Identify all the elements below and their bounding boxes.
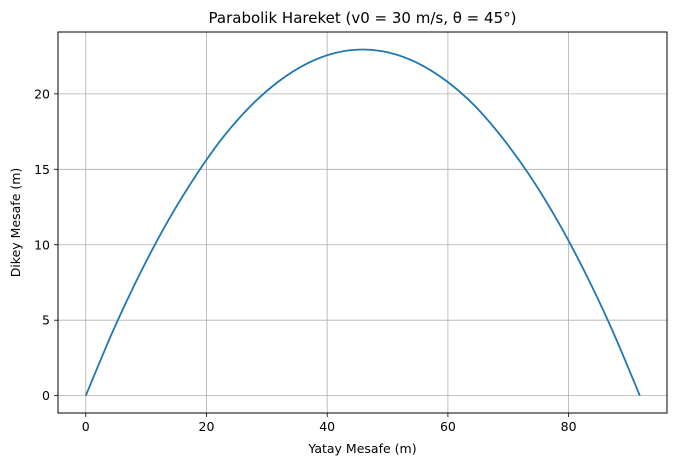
chart-title: Parabolik Hareket (v0 = 30 m/s, θ = 45°) xyxy=(209,9,517,27)
x-tick-label: 40 xyxy=(319,419,335,434)
y-tick-label: 10 xyxy=(34,237,50,252)
trajectory-line xyxy=(84,48,641,396)
series-layer xyxy=(84,48,641,396)
x-tick-label: 20 xyxy=(199,419,215,434)
y-tick-label: 5 xyxy=(42,313,50,328)
y-tick-label: 20 xyxy=(34,86,50,101)
ticks: 0 20 40 60 80 0 5 10 15 20 xyxy=(34,86,577,434)
x-tick-label: 60 xyxy=(440,419,456,434)
x-tick-label: 0 xyxy=(82,419,90,434)
x-tick-label: 80 xyxy=(561,419,577,434)
y-tick-label: 0 xyxy=(42,388,50,403)
plot-frame xyxy=(57,31,668,414)
x-axis-label: Yatay Mesafe (m) xyxy=(307,441,416,456)
y-axis-label: Dikey Mesafe (m) xyxy=(8,168,23,278)
grid xyxy=(58,32,667,413)
y-tick-label: 15 xyxy=(34,162,50,177)
